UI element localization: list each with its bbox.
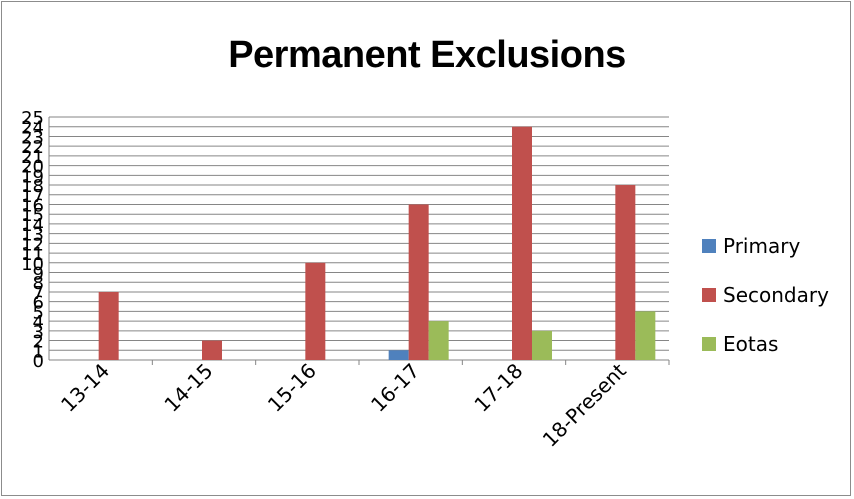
chart-legend: Primary Secondary Eotas (702, 233, 829, 380)
y-tick-label: 12 (21, 234, 44, 255)
bar-eotas-17-18 (532, 330, 552, 360)
y-tick-label: 17 (21, 186, 44, 207)
x-tick-label: 17-18 (469, 359, 527, 417)
y-tick-label: 19 (21, 166, 44, 187)
bar-secondary-14-15 (202, 340, 222, 360)
y-tick-label: 8 (33, 273, 44, 294)
legend-item-primary: Primary (702, 233, 829, 258)
chart-title: Permanent Exclusions (228, 34, 626, 76)
y-tick-label: 14 (21, 215, 44, 236)
bar-primary-16-17 (388, 350, 409, 360)
y-tick-label: 16 (21, 195, 44, 216)
bar-eotas-18-present (635, 311, 656, 360)
y-tick-label: 6 (33, 293, 44, 314)
legend-swatch (702, 238, 716, 253)
y-tick-label: 18 (21, 176, 44, 197)
y-tick-label: 20 (21, 157, 44, 178)
y-tick-label: 25 (21, 108, 44, 129)
y-tick-label: 15 (21, 205, 44, 226)
legend-swatch (702, 287, 716, 302)
y-tick-label: 23 (21, 127, 44, 148)
y-tick-label: 9 (33, 264, 44, 285)
bar-secondary-15-16 (305, 262, 326, 360)
y-tick-label: 3 (33, 322, 44, 343)
bar-secondary-13-14 (98, 291, 119, 360)
x-tick-label: 16-17 (366, 359, 424, 417)
y-tick-label: 13 (21, 225, 44, 246)
y-tick-label: 0 (33, 351, 44, 372)
legend-item-eotas: Eotas (702, 331, 829, 356)
y-tick-label: 11 (21, 244, 44, 265)
legend-label: Eotas (723, 331, 779, 356)
y-tick-label: 1 (33, 341, 44, 362)
y-tick-label: 22 (21, 137, 44, 158)
x-tick-label: 18-Present (538, 358, 631, 451)
y-tick-label: 10 (21, 254, 44, 275)
y-tick-label: 4 (33, 312, 44, 333)
bar-secondary-18-present (615, 185, 636, 360)
y-tick-label: 21 (21, 147, 44, 168)
y-tick-label: 5 (33, 302, 44, 323)
x-tick-label: 15-16 (263, 359, 321, 417)
legend-label: Secondary (723, 282, 829, 307)
legend-label: Primary (723, 233, 801, 258)
bar-eotas-16-17 (428, 321, 449, 360)
y-tick-label: 7 (33, 283, 44, 304)
bar-secondary-17-18 (512, 126, 532, 360)
legend-item-secondary: Secondary (702, 282, 829, 307)
bar-secondary-16-17 (408, 204, 429, 360)
y-tick-label: 24 (21, 118, 44, 139)
legend-swatch (702, 336, 716, 351)
y-tick-label: 2 (33, 332, 44, 353)
x-tick-label: 13-14 (56, 359, 114, 417)
x-tick-label: 14-15 (159, 359, 217, 417)
